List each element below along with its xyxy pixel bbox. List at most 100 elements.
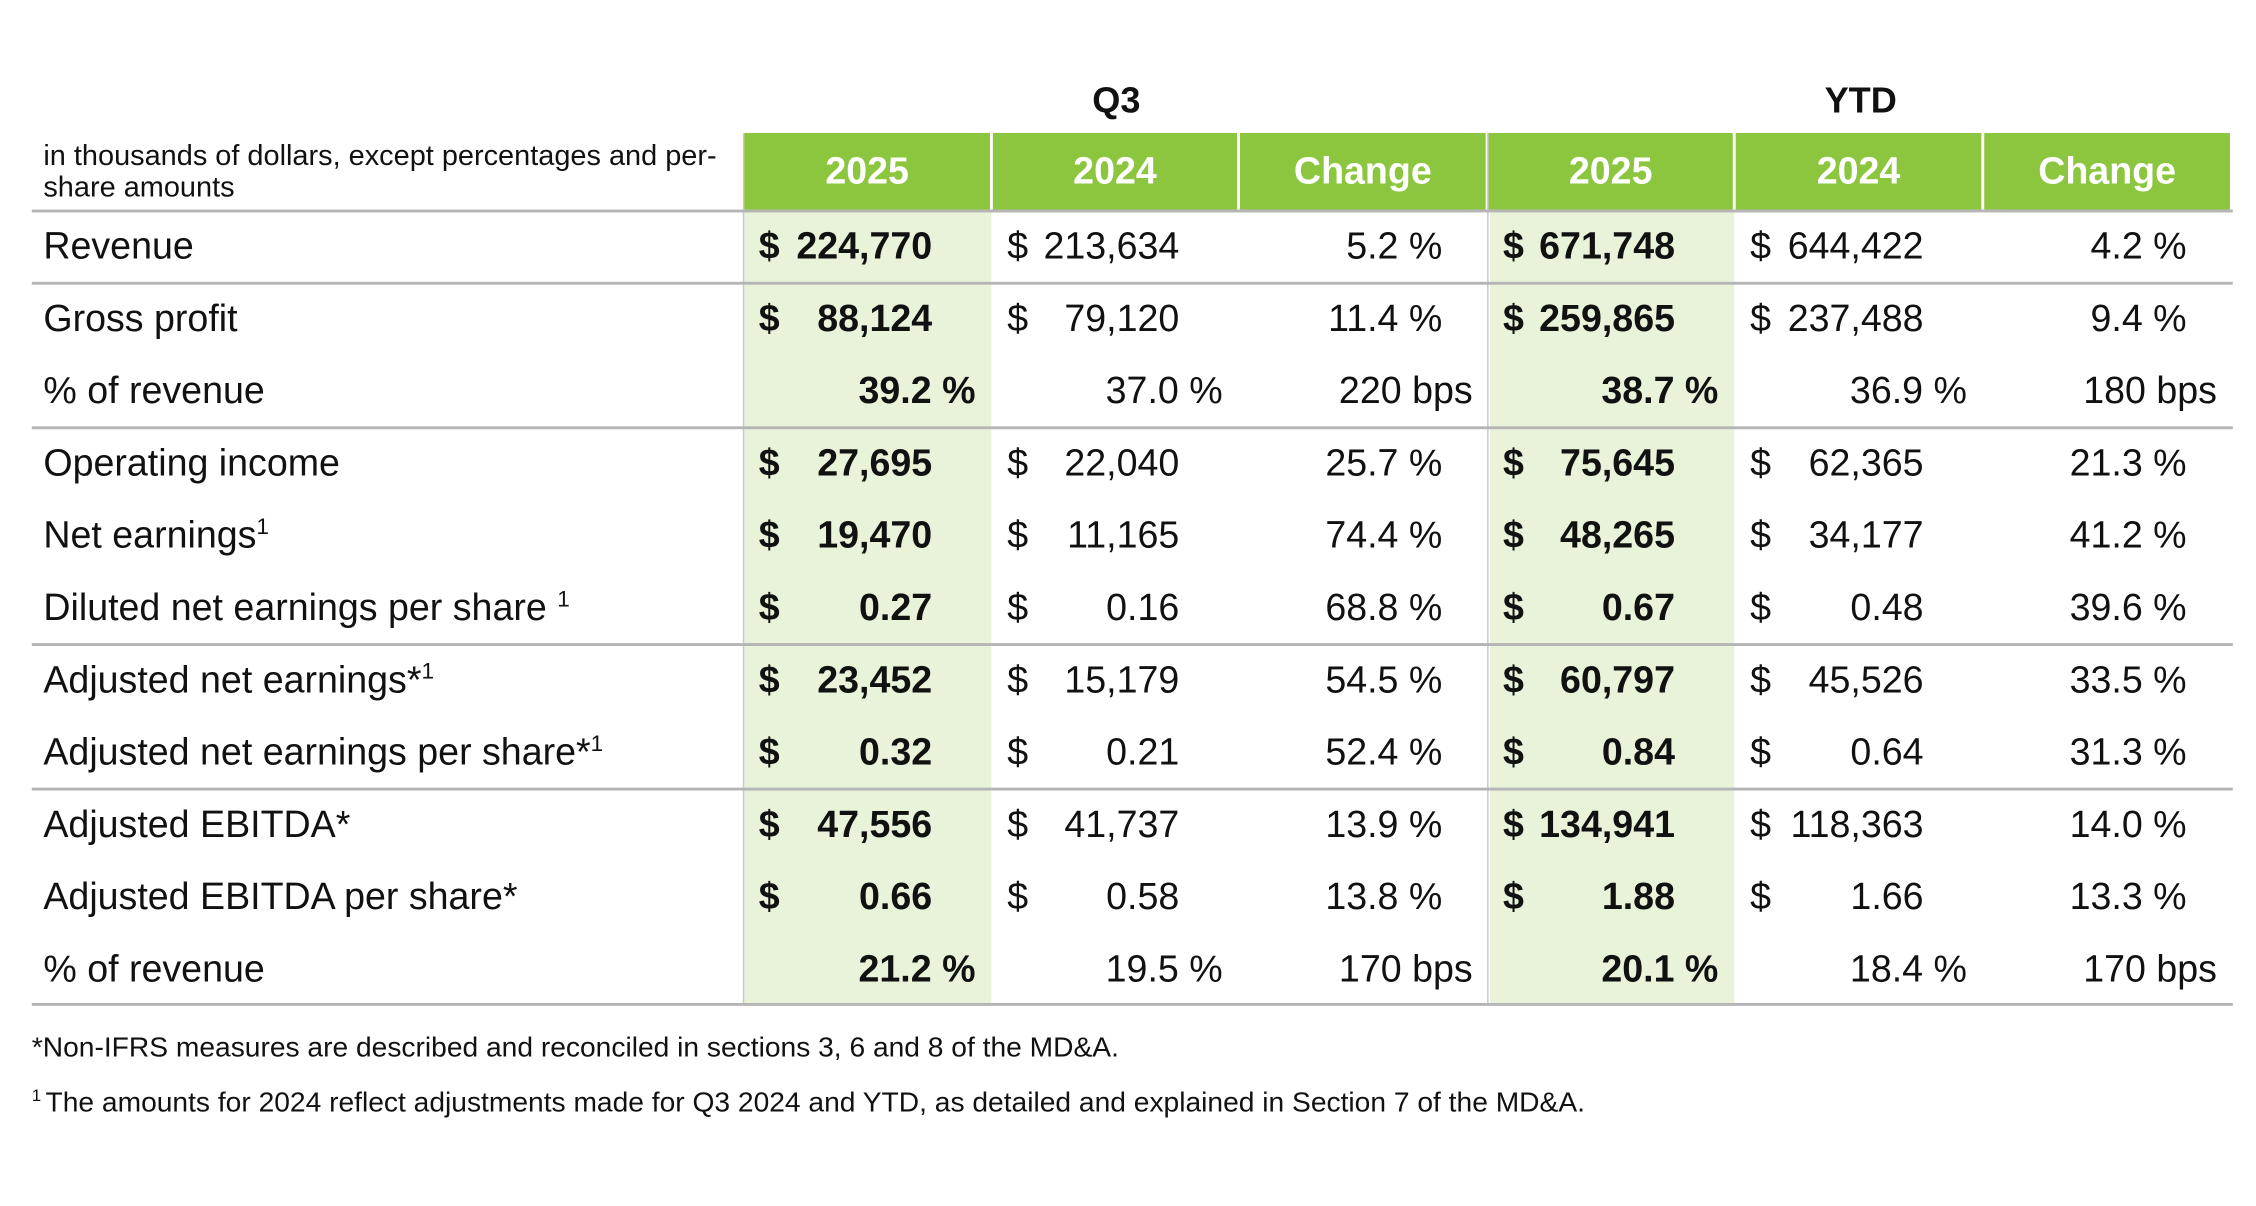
amount: 75,645 [1560,440,1675,485]
column-divider [1487,132,1491,1003]
footnote-marker: 1 [557,587,570,613]
value: 11.4 % [1328,296,1443,340]
currency-sign: $ [1007,440,1029,485]
amount: 23,452 [817,657,933,701]
value: 14.0 % [2069,802,2187,846]
label-text: Revenue [43,224,194,268]
amount: 15,179 [1064,657,1180,701]
amount: 0.66 [859,874,933,918]
row-rule [31,281,2233,284]
amount: 0.48 [1850,585,1924,629]
row-label: Adjusted net earnings*1 [43,658,434,701]
header-cell-bg [1488,132,1733,210]
row-label: Net earnings1 [43,513,269,556]
amount: 237,488 [1787,296,1924,340]
value: 74.4 % [1325,513,1443,557]
value: 170 bps [1338,946,1473,990]
label-text: % of revenue [43,368,265,412]
currency-sign: $ [1503,729,1524,774]
highlight-column [744,209,993,1003]
value: 4.2 % [2090,224,2187,268]
amount: 19,470 [817,513,933,557]
currency-sign: $ [758,802,780,846]
amount: 118,363 [1790,802,1924,846]
amount: 0.16 [1106,585,1180,629]
column-divider [1487,132,1489,1003]
amount: 48,265 [1560,513,1675,557]
amount: 47,556 [817,802,933,846]
label-text: % of revenue [43,946,265,990]
value: 5.2 % [1346,224,1443,268]
currency-sign: $ [758,657,780,701]
value: 19.5 % [1105,946,1223,990]
currency-sign: $ [1007,729,1029,774]
currency-sign: $ [1007,585,1029,629]
currency-sign: $ [1007,657,1029,701]
value: 25.7 % [1325,440,1443,485]
footnote-marker: 1 [31,1086,42,1106]
currency-sign: $ [1007,296,1029,340]
currency-sign: $ [1503,513,1524,557]
value: 41.2 % [2069,513,2187,557]
row-rule [31,426,2233,429]
amount: 0.84 [1601,729,1675,774]
amount: 41,737 [1064,802,1180,846]
currency-sign: $ [1503,296,1524,340]
currency-sign: $ [1503,802,1524,846]
amount: 0.21 [1106,729,1180,774]
currency-sign: $ [758,440,780,485]
row-rule [31,1002,2233,1006]
column-header: Change [1293,148,1432,193]
amount: 0.58 [1106,874,1180,918]
currency-sign: $ [1750,513,1772,557]
currency-sign: $ [758,585,780,629]
value: 13.3 % [2069,874,2187,918]
header-cell-bg [744,132,990,210]
label-text: Gross profit [43,296,238,340]
currency-sign: $ [1503,224,1524,268]
amount: 259,865 [1539,296,1675,340]
currency-sign: $ [1750,729,1772,774]
currency-sign: $ [1750,657,1772,701]
footnote-marker: 1 [421,659,435,685]
column-divider [742,132,745,1003]
row-label: Adjusted EBITDA* [43,802,350,845]
amount: 1.66 [1850,874,1924,918]
header-cell-bg [1735,132,1982,210]
column-header: 2024 [1073,148,1157,193]
row-label: Operating income [43,441,340,484]
row-label: Diluted net earnings per share 1 [43,585,569,628]
amount: 88,124 [817,296,933,340]
column-header: 2025 [825,148,909,193]
header-cell-bg [992,132,1238,210]
amount: 671,748 [1539,224,1675,268]
value: 13.9 % [1325,802,1443,846]
value: 9.4 % [2090,296,2187,340]
amount: 79,120 [1064,296,1180,340]
value: 52.4 % [1325,729,1443,774]
currency-sign: $ [1503,585,1524,629]
amount: 45,526 [1808,657,1924,701]
amount: 34,177 [1808,513,1924,557]
currency-sign: $ [758,513,780,557]
highlight-column [1488,209,1736,1003]
value: 13.8 % [1325,874,1443,918]
column-divider [1734,132,1738,1003]
column-divider [1982,132,1986,1003]
amount: 11,165 [1067,513,1180,557]
currency-sign: $ [758,729,780,774]
currency-sign: $ [1750,802,1772,846]
label-text: Adjusted EBITDA* [43,802,351,846]
amount: 22,040 [1064,440,1180,485]
amount: 0.67 [1601,585,1675,629]
currency-sign: $ [1503,440,1524,485]
footnote-marker: 1 [256,515,269,540]
amount: 27,695 [817,440,933,485]
amount: 0.32 [859,729,933,774]
amount: 644,422 [1787,224,1924,268]
currency-sign: $ [758,224,780,268]
row-label: Revenue [43,224,193,267]
value: 54.5 % [1325,657,1443,701]
row-rule [31,209,2233,212]
